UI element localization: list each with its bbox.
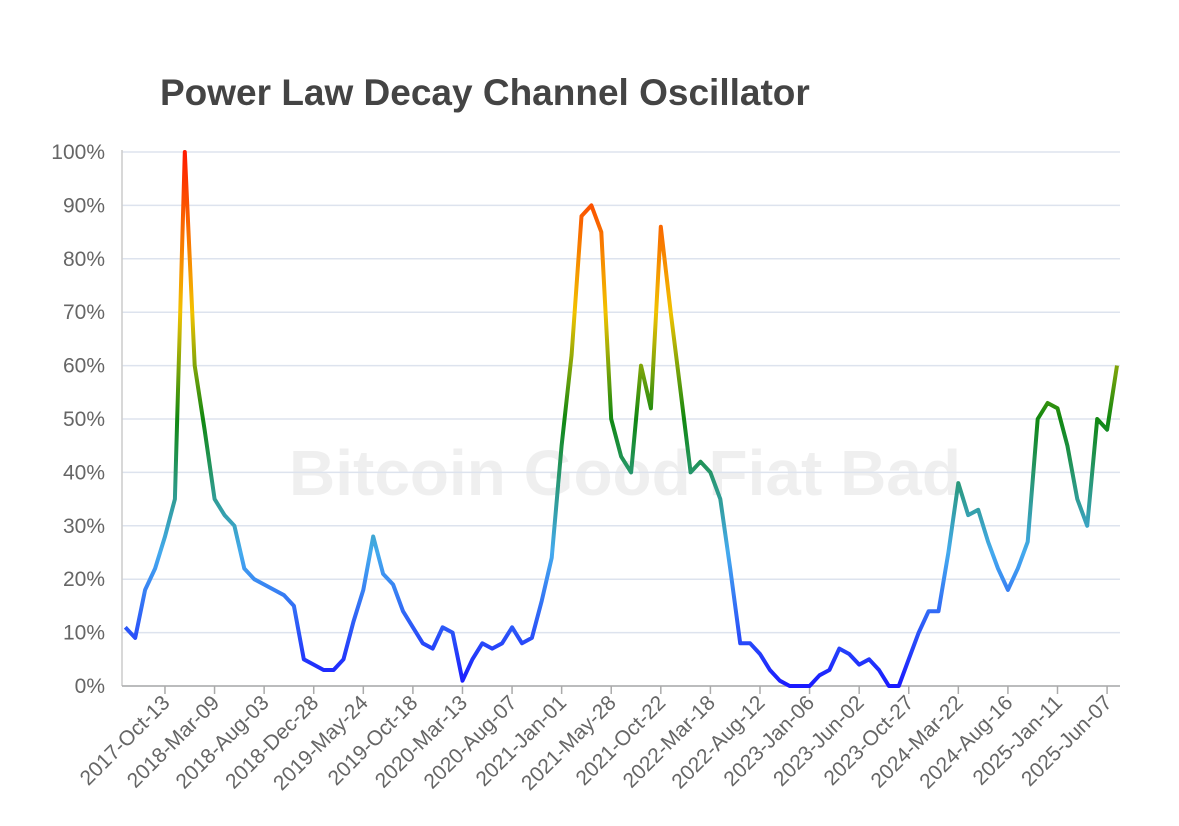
oscillator-line [123,150,1119,688]
y-tick-label: 90% [63,194,105,217]
y-tick-label: 40% [63,461,105,484]
chart-title: Power Law Decay Channel Oscillator [160,72,810,113]
y-tick-label: 30% [63,515,105,538]
y-tick-label: 10% [63,622,105,645]
y-tick-label: 70% [63,301,105,324]
y-tick-label: 60% [63,355,105,378]
y-tick-label: 20% [63,568,105,591]
y-tick-label: 100% [51,141,105,164]
y-tick-label: 80% [63,248,105,271]
y-tick-label: 50% [63,408,105,431]
y-tick-label: 0% [75,675,105,698]
